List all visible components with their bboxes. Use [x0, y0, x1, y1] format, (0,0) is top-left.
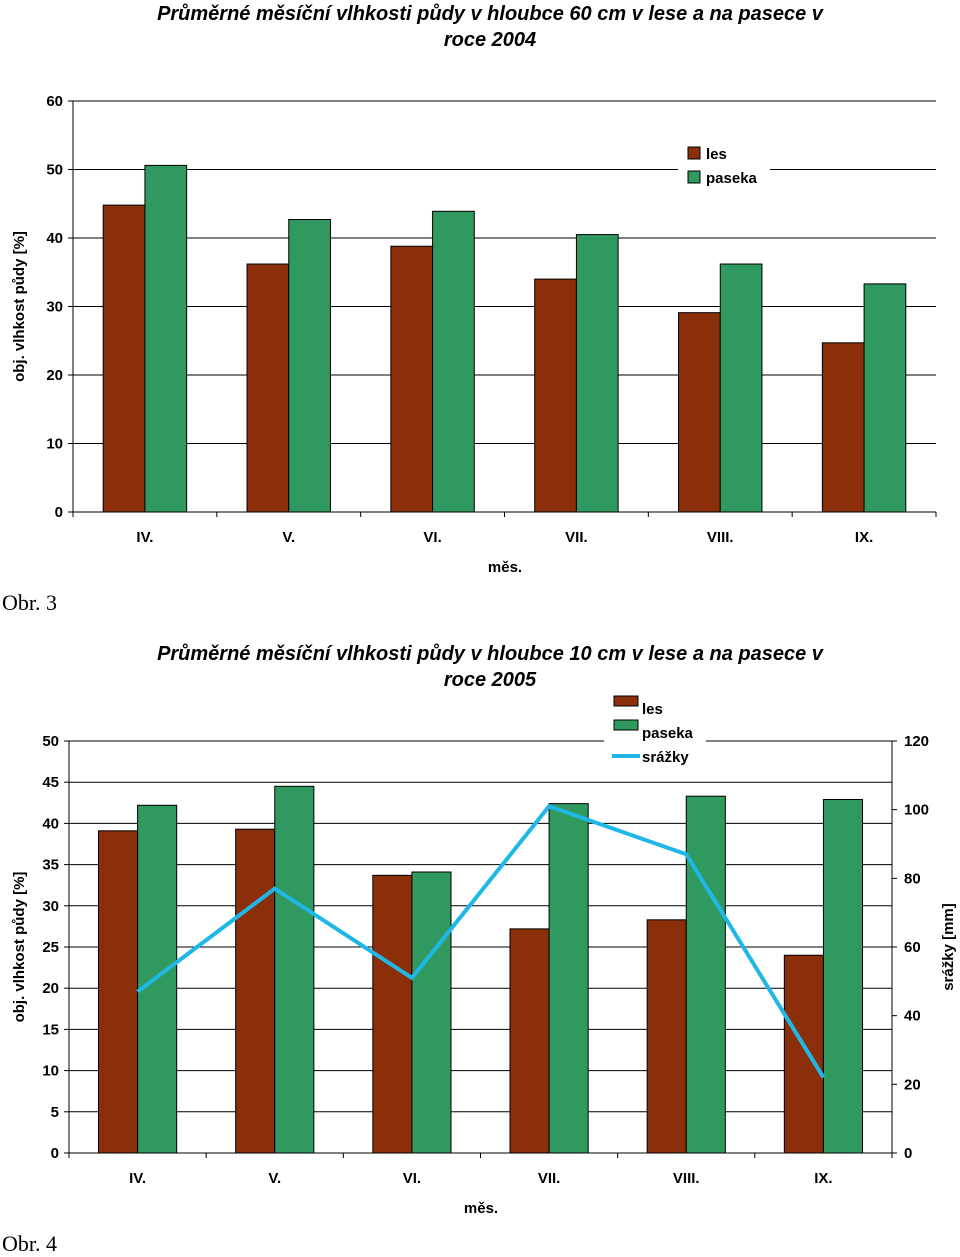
x-axis-label: měs.: [464, 1200, 498, 1217]
y2-axis-label: srážky [mm]: [940, 903, 957, 991]
bar-les-IX.: [821, 342, 865, 513]
y-tick-label: 30: [46, 299, 63, 316]
chart-soil-moisture-10cm-2005: Průměrné měsíční vlhkosti půdy v hloubce…: [11, 643, 957, 1217]
y-tick-label: 45: [42, 774, 59, 791]
bar-les-IV.: [97, 830, 139, 1154]
y-tick-label: 20: [46, 367, 63, 384]
x-tick-label: VII.: [538, 1170, 561, 1187]
legend-swatch-paseka: [613, 719, 639, 731]
y-tick-label: 25: [42, 939, 59, 956]
bar-paseka-VI.: [411, 871, 452, 1154]
legend-label: les: [706, 146, 727, 163]
legend-label: paseka: [706, 170, 758, 187]
bar-les-IX.: [783, 954, 824, 1154]
bar-paseka-IX.: [822, 799, 864, 1154]
caption-figure-4: Obr. 4: [2, 1231, 57, 1256]
bar-les-VI.: [372, 874, 413, 1154]
bar-paseka-VIII.: [719, 263, 763, 513]
x-tick-label: IX.: [814, 1170, 832, 1187]
x-tick-label: VII.: [565, 529, 588, 546]
y-tick-label: 20: [42, 980, 59, 997]
legend-label: paseka: [642, 725, 694, 742]
y2-tick-label: 0: [904, 1145, 912, 1162]
chart-soil-moisture-60cm-2004: Průměrné měsíční vlhkosti půdy v hloubce…: [11, 3, 937, 576]
bar-paseka-VII.: [548, 803, 589, 1154]
bar-les-V.: [246, 263, 290, 513]
y-tick-label: 0: [51, 1145, 59, 1162]
chart-title-line-2: roce 2005: [444, 669, 537, 691]
bar-les-VIII.: [646, 919, 687, 1154]
bar-les-V.: [235, 828, 276, 1154]
y-tick-label: 50: [42, 733, 59, 750]
y-tick-label: 40: [46, 230, 63, 247]
legend-label: les: [642, 701, 663, 718]
y-tick-label: 35: [42, 857, 59, 874]
legend-swatch-paseka: [687, 170, 701, 184]
x-tick-label: V.: [268, 1170, 281, 1187]
y2-tick-label: 20: [904, 1076, 921, 1093]
y2-tick-label: 80: [904, 870, 921, 887]
bar-les-VII.: [534, 278, 577, 513]
y-axis-label: obj. vlhkost půdy [%]: [11, 231, 28, 382]
y-tick-label: 10: [46, 436, 63, 453]
caption-figure-3: Obr. 3: [2, 590, 57, 615]
y2-tick-label: 40: [904, 1008, 921, 1025]
bar-paseka-V.: [274, 785, 315, 1154]
bar-paseka-V.: [288, 219, 331, 513]
y2-tick-label: 60: [904, 939, 921, 956]
x-tick-label: IV.: [129, 1170, 146, 1187]
bar-paseka-IV.: [144, 164, 188, 513]
x-tick-label: IX.: [855, 529, 873, 546]
legend: les paseka: [678, 138, 770, 190]
y2-tick-label: 100: [904, 802, 929, 819]
y-tick-label: 60: [46, 93, 63, 110]
x-axis-label: měs.: [488, 559, 522, 576]
line-srazky: [136, 803, 826, 1079]
x-tick-label: VIII.: [673, 1170, 700, 1187]
y-tick-label: 10: [42, 1063, 59, 1080]
legend-swatch-les: [613, 695, 639, 707]
legend-label: srážky: [642, 749, 689, 766]
x-tick-label: VI.: [403, 1170, 421, 1187]
x-tick-label: IV.: [136, 529, 153, 546]
chart-title-line-1: Průměrné měsíční vlhkosti půdy v hloubce…: [157, 643, 825, 665]
chart-title-line-2: roce 2004: [444, 29, 536, 51]
x-tick-label: VIII.: [707, 529, 734, 546]
bar-les-IV.: [102, 204, 146, 513]
y-tick-label: 0: [55, 504, 63, 521]
x-tick-label: VI.: [423, 529, 441, 546]
bar-les-VII.: [509, 928, 550, 1154]
bar-les-VI.: [390, 245, 434, 513]
y-tick-label: 50: [46, 162, 63, 179]
bar-paseka-IX.: [863, 283, 907, 513]
legend-swatch-les: [687, 146, 701, 160]
y2-tick-label: 120: [904, 733, 929, 750]
bar-paseka-VII.: [575, 234, 619, 513]
y-axis-label: obj. vlhkost půdy [%]: [11, 872, 28, 1023]
bar-les-VIII.: [678, 312, 721, 513]
legend: les paseka srážky: [604, 695, 706, 770]
chart-title-line-1: Průměrné měsíční vlhkosti půdy v hloubce…: [157, 3, 825, 25]
y-tick-label: 5: [51, 1104, 59, 1121]
y-tick-label: 40: [42, 815, 59, 832]
bar-paseka-VI.: [432, 210, 475, 513]
bar-paseka-VIII.: [685, 795, 726, 1154]
y-tick-label: 15: [42, 1021, 59, 1038]
x-tick-label: V.: [282, 529, 295, 546]
y-tick-label: 30: [42, 898, 59, 915]
